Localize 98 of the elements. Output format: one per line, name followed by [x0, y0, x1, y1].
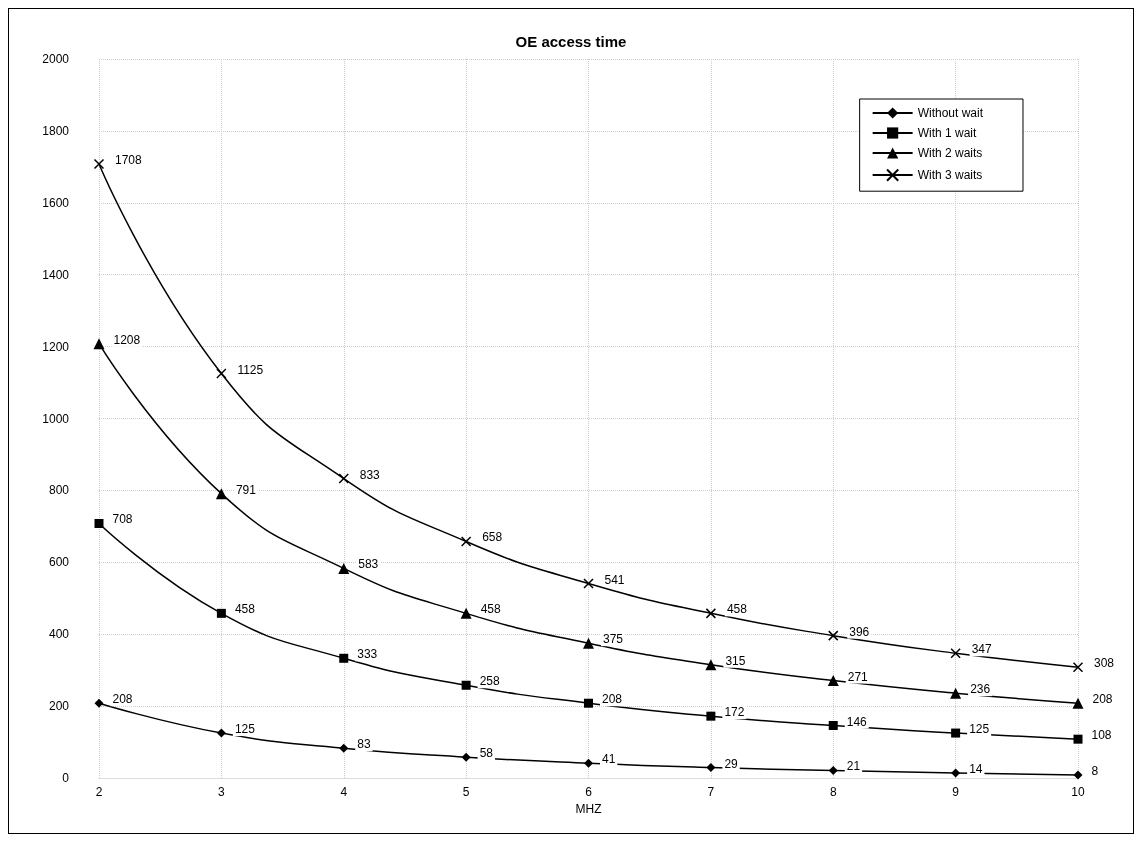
x-tick-label: 5: [462, 785, 470, 799]
y-tick-label: 1400: [42, 267, 70, 282]
data-label: 396: [849, 624, 870, 639]
point: [584, 758, 593, 768]
point: [584, 698, 593, 708]
data-label: 583: [358, 557, 379, 572]
data-label: 791: [235, 482, 257, 497]
y-tick-label: 400: [48, 627, 70, 642]
x-tick-label: 7: [707, 785, 715, 799]
data-label: 258: [479, 674, 500, 689]
x-axis-title: MHZ: [575, 801, 602, 816]
data-label: 29: [724, 756, 739, 771]
data-label: 833: [359, 467, 381, 482]
point: [705, 659, 717, 671]
point: [339, 653, 349, 663]
point: [461, 752, 471, 762]
y-tick-label: 2000: [42, 52, 70, 66]
point: [338, 473, 349, 484]
y-tick-label: 200: [48, 699, 70, 714]
y-tick-label: 800: [48, 483, 70, 498]
data-label: 458: [480, 602, 501, 617]
data-label: 315: [725, 653, 746, 668]
point: [339, 743, 349, 753]
y-tick-label: 600: [48, 555, 70, 570]
point: [1073, 734, 1083, 744]
x-tick-label: 4: [340, 785, 348, 799]
y-tick-label: 1600: [42, 195, 70, 210]
data-label: 108: [1091, 728, 1112, 743]
point: [460, 607, 472, 619]
data-label: 83: [357, 737, 371, 752]
point: [706, 711, 716, 721]
data-label: 208: [1092, 692, 1113, 707]
point: [461, 680, 471, 690]
point: [583, 578, 594, 589]
y-tick-label: 1200: [42, 339, 70, 354]
point: [706, 763, 716, 773]
data-label: 21: [846, 759, 861, 774]
point: [93, 158, 105, 170]
data-label: 541: [604, 572, 625, 587]
point: [583, 637, 594, 649]
point: [215, 488, 227, 500]
point: [93, 338, 105, 350]
legend-label: With 2 waits: [917, 146, 983, 160]
point: [338, 562, 350, 574]
data-label: 8: [1091, 764, 1099, 779]
point: [1072, 662, 1084, 673]
data-label: 146: [846, 714, 868, 729]
data-label: 347: [971, 642, 992, 657]
x-tick-label: 8: [829, 785, 837, 799]
data-label: 208: [602, 692, 623, 707]
point: [216, 608, 226, 618]
data-label: 333: [357, 647, 378, 662]
data-label: 1708: [115, 152, 143, 167]
legend-label: With 1 wait: [917, 126, 977, 140]
point: [216, 728, 226, 738]
data-label: 208: [112, 692, 133, 707]
point: [951, 728, 961, 738]
x-tick-label: 6: [585, 785, 593, 799]
data-label: 236: [970, 682, 991, 697]
data-label: 172: [724, 705, 745, 720]
x-tick-label: 2: [95, 785, 103, 799]
chart-title: OE access time: [515, 33, 627, 50]
data-label: 458: [234, 602, 256, 617]
legend-label: Without wait: [917, 106, 984, 120]
data-label: 658: [482, 530, 503, 545]
data-label: 308: [1094, 656, 1115, 671]
data-label: 708: [112, 512, 133, 527]
data-label: 271: [847, 669, 869, 684]
point: [828, 721, 838, 731]
point: [828, 630, 839, 641]
data-label: 375: [603, 632, 624, 647]
x-tick-label: 3: [218, 785, 226, 799]
point: [705, 608, 717, 619]
point: [1073, 770, 1083, 780]
point: [951, 768, 961, 778]
y-tick-label: 0: [62, 771, 70, 785]
point: [1072, 697, 1084, 709]
data-label: 58: [479, 746, 494, 761]
point: [460, 536, 472, 547]
point: [828, 765, 838, 775]
data-label: 1125: [237, 362, 264, 377]
x-tick-label: 10: [1071, 785, 1085, 799]
data-label: 41: [602, 752, 616, 767]
data-label: 1208: [113, 332, 141, 347]
point: [216, 368, 227, 379]
point: [94, 698, 104, 708]
point: [950, 648, 961, 659]
x-tick-label: 9: [952, 785, 960, 799]
point: [950, 687, 962, 699]
point: [94, 518, 104, 528]
point: [827, 675, 839, 687]
data-label: 458: [726, 602, 748, 617]
y-tick-label: 1800: [42, 123, 70, 138]
y-tick-label: 1000: [42, 411, 70, 426]
data-label: 125: [969, 722, 990, 737]
data-label: 14: [969, 761, 983, 776]
legend-label: With 3 waits: [917, 168, 983, 183]
data-label: 125: [234, 722, 256, 737]
